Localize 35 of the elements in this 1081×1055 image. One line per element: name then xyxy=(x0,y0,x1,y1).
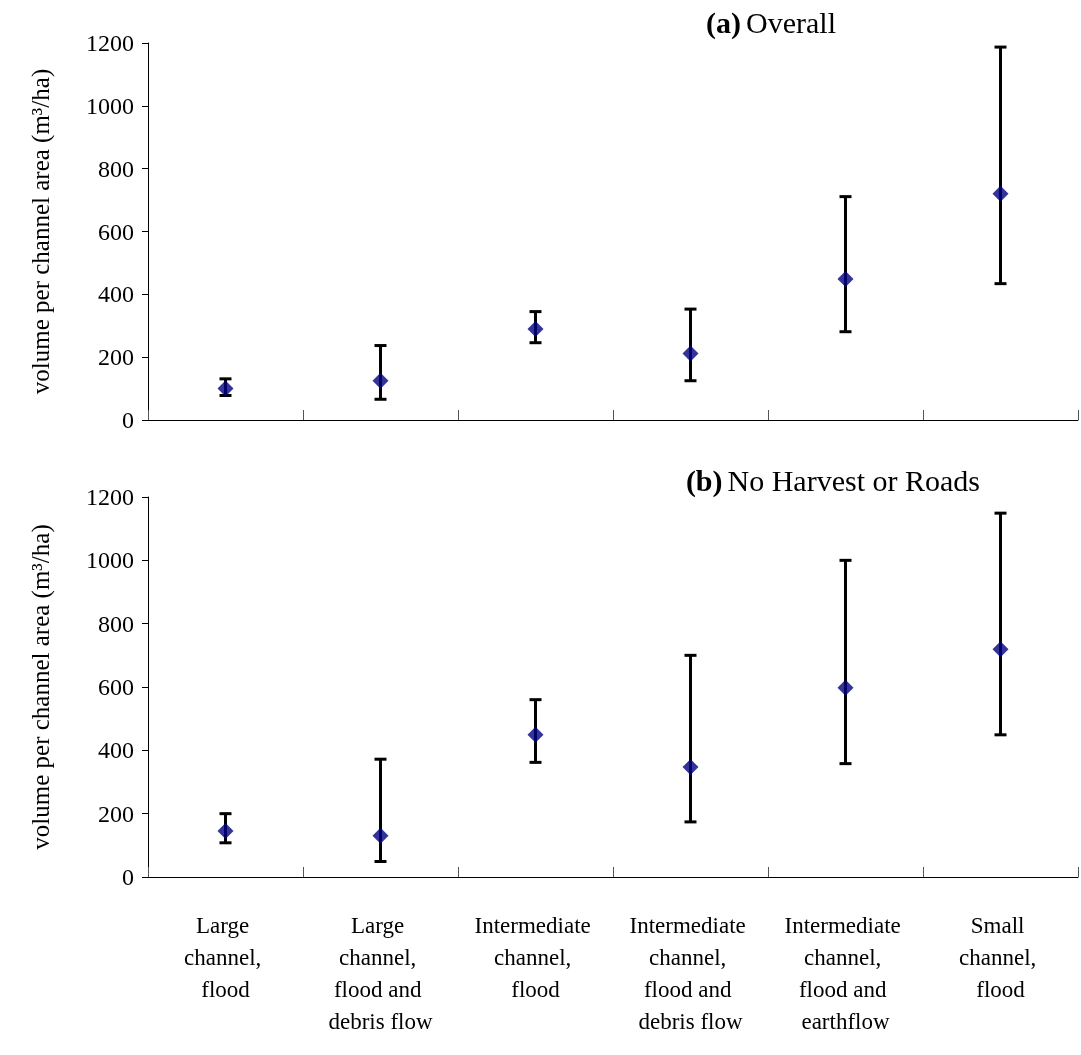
y-tick-label: 800 xyxy=(98,610,134,637)
y-tick-label: 200 xyxy=(98,800,134,827)
y-axis-title: volume per channel area (m³/ha) xyxy=(27,524,55,850)
y-axis-title: volume per channel area (m³/ha) xyxy=(27,68,55,395)
point xyxy=(527,726,544,743)
point xyxy=(682,345,699,362)
point xyxy=(372,827,389,844)
x-tick-label: Large channel, flood and debris flow xyxy=(328,912,433,1034)
y-tick-label: 0 xyxy=(122,407,134,433)
y-tick-label: 1200 xyxy=(86,30,134,56)
y-tick-label: 600 xyxy=(98,218,134,245)
point xyxy=(217,823,234,840)
x-tick-label: Large channel, flood xyxy=(183,912,268,1002)
y-tick-label: 400 xyxy=(98,281,134,308)
y-tick-label: 600 xyxy=(98,674,134,700)
chart-title: (a) Overall xyxy=(706,5,837,40)
x-tick-label: Intermediate channel, flood and debris flow xyxy=(629,912,752,1034)
y-tick-label: 200 xyxy=(98,344,134,371)
point xyxy=(992,641,1009,658)
y-tick-label: 0 xyxy=(122,864,134,890)
point xyxy=(527,320,544,337)
y-tick-label: 1000 xyxy=(86,547,134,574)
y-tick-label: 400 xyxy=(98,737,134,764)
point xyxy=(682,759,699,776)
point xyxy=(837,270,854,287)
y-tick-label: 800 xyxy=(98,155,134,182)
y-tick-label: 1200 xyxy=(86,484,134,510)
y-tick-label: 1000 xyxy=(86,92,134,119)
x-tick-label: Small channel, flood xyxy=(958,912,1043,1002)
chart-title: (b) No Harvest or Roads xyxy=(685,463,980,498)
point xyxy=(992,185,1009,202)
x-tick-label: Intermediate channel, flood xyxy=(474,912,597,1002)
x-tick-label: Intermediate channel, flood and earthflow xyxy=(784,912,907,1034)
point xyxy=(372,372,389,389)
point xyxy=(837,679,854,696)
